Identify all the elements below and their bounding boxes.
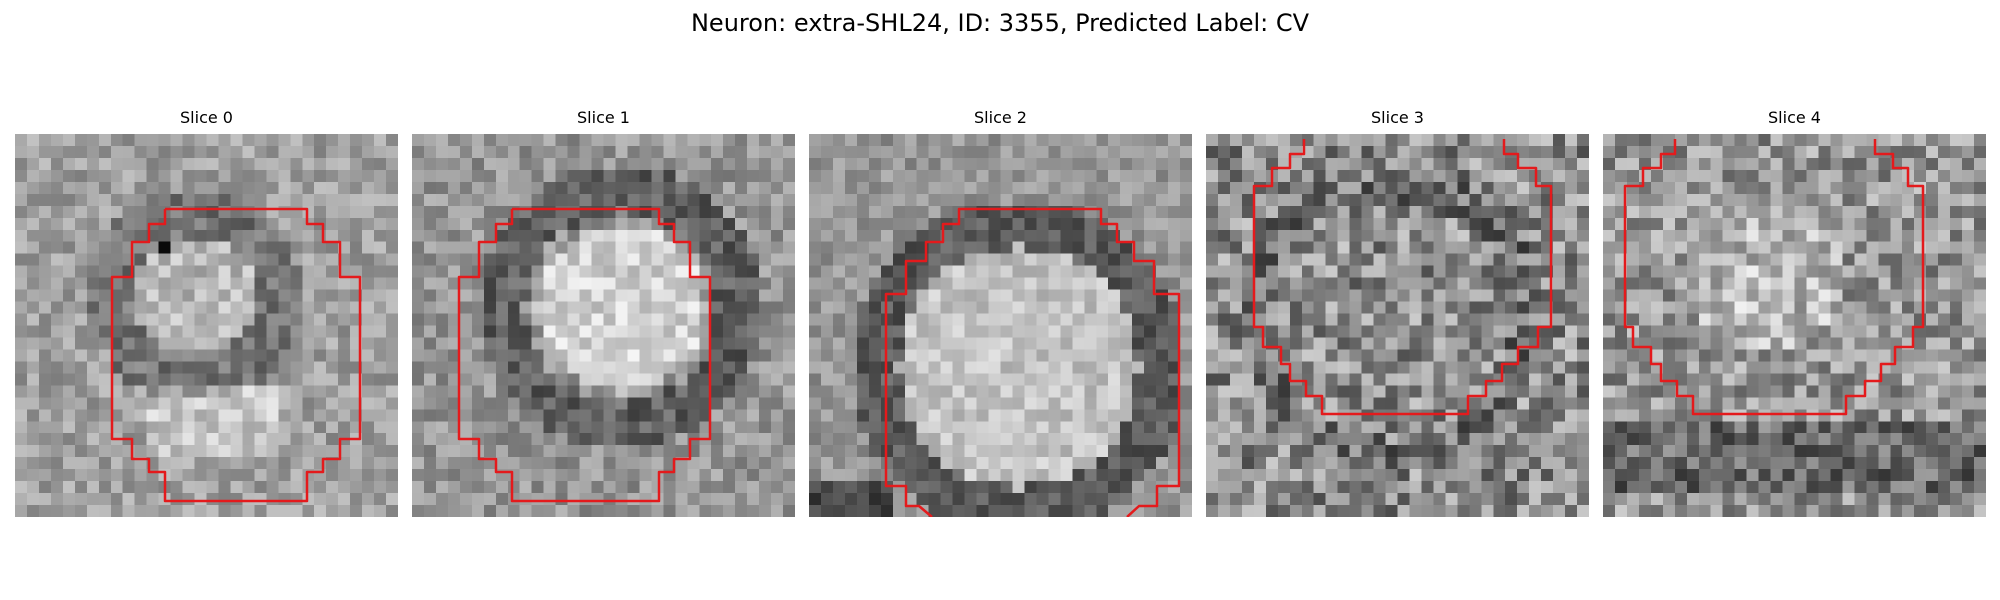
slice-panel-0: Slice 0 <box>15 108 398 518</box>
neuron-contour-4 <box>1623 139 1925 416</box>
contour-overlay-2 <box>884 207 1181 517</box>
slice-panel-2: Slice 2 <box>809 108 1192 518</box>
slice-panel-4: Slice 4 <box>1603 108 1986 518</box>
neuron-contour-0 <box>110 207 362 503</box>
slice-grayscale-3 <box>1206 134 1589 517</box>
slice-image-1 <box>412 134 795 517</box>
slice-image-3 <box>1206 134 1589 517</box>
slice-grayscale-2 <box>809 134 1192 517</box>
contour-overlay-4 <box>1623 139 1925 416</box>
slice-title-2: Slice 2 <box>974 108 1027 127</box>
slice-grayscale-0 <box>15 134 398 517</box>
slice-title-0: Slice 0 <box>180 108 233 127</box>
slice-panels: Slice 0 Slice 1 Slice 2 Slice 3 <box>15 108 1986 518</box>
neuron-contour-1 <box>457 207 712 503</box>
slice-grayscale-1 <box>412 134 795 517</box>
slice-image-0 <box>15 134 398 517</box>
slice-image-2 <box>809 134 1192 517</box>
slice-title-3: Slice 3 <box>1371 108 1424 127</box>
slice-title-1: Slice 1 <box>577 108 630 127</box>
neuron-contour-3 <box>1252 139 1553 416</box>
slice-panel-3: Slice 3 <box>1206 108 1589 518</box>
contour-overlay-3 <box>1252 139 1553 416</box>
slice-panel-1: Slice 1 <box>412 108 795 518</box>
contour-overlay-1 <box>457 207 712 503</box>
figure-title: Neuron: extra-SHL24, ID: 3355, Predicted… <box>690 9 1310 37</box>
contour-overlay-0 <box>110 207 362 503</box>
slice-image-4 <box>1603 134 1986 517</box>
slice-title-4: Slice 4 <box>1768 108 1821 127</box>
neuron-contour-2 <box>884 207 1181 517</box>
